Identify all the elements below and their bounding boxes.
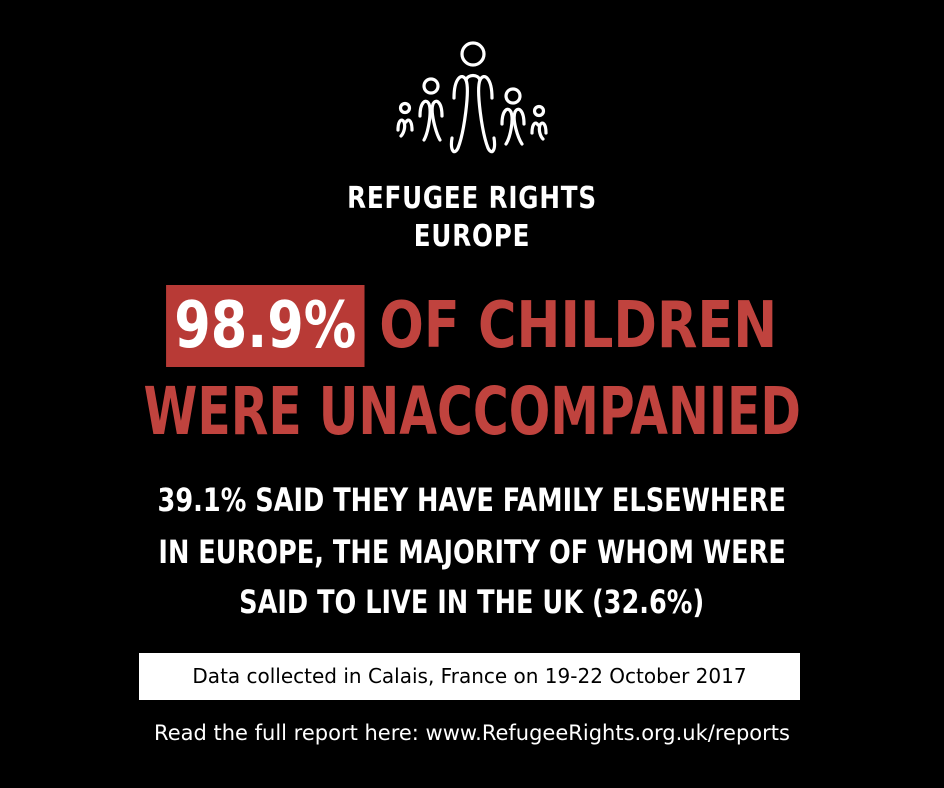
family-figures-icon — [396, 41, 548, 154]
subtext-line-2-text: IN EUROPE, THE MAJORITY OF WHOM WERE — [158, 533, 786, 571]
subtext-line-1-text: 39.1% SAID THEY HAVE FAMILY ELSEWHERE — [157, 481, 787, 519]
org-name-line-2: EUROPE — [413, 219, 531, 254]
subtext-line-2: IN EUROPE, THE MAJORITY OF WHOM WERE — [0, 526, 944, 578]
report-link-text[interactable]: Read the full report here: www.RefugeeRi… — [154, 721, 790, 745]
stat-highlight-box: 98.9% — [166, 285, 365, 367]
headline-line-1-text: OF CHILDREN — [379, 289, 778, 363]
headline-stat: 98.9% — [174, 289, 357, 363]
data-note-box: Data collected in Calais, France on 19-2… — [139, 653, 800, 700]
headline-line-1: 98.9% OF CHILDREN — [0, 285, 944, 367]
org-name-line-1: REFUGEE RIGHTS — [347, 181, 597, 216]
headline-line-2-text: WERE UNACCOMPANIED — [143, 373, 801, 450]
subtext-line-3: SAID TO LIVE IN THE UK (32.6%) — [0, 576, 944, 628]
headline-line-2: WERE UNACCOMPANIED — [0, 372, 944, 452]
subtext-line-3-text: SAID TO LIVE IN THE UK (32.6%) — [239, 583, 705, 621]
logo — [392, 38, 552, 166]
subtext-line-1: 39.1% SAID THEY HAVE FAMILY ELSEWHERE — [0, 474, 944, 526]
